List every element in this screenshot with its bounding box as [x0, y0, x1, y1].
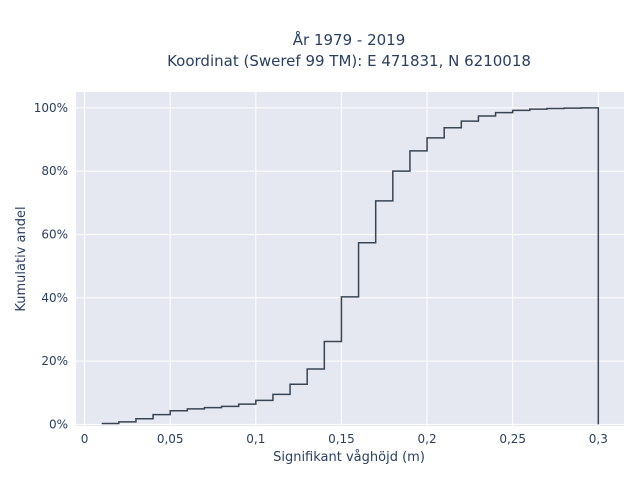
grid-lines: [76, 92, 624, 426]
chart-title-line1: År 1979 - 2019: [293, 30, 406, 49]
x-tick-label: 0,15: [328, 432, 355, 446]
x-tick-label: 0,25: [499, 432, 526, 446]
x-tick-label: 0,05: [157, 432, 184, 446]
x-axis-label: Signifikant våghöjd (m): [273, 450, 425, 465]
axis-ticks: 0 0,05 0,1 0,15 0,2 0,25 0,3 0% 20% 40% 60% 80% 100%: [34, 101, 608, 446]
y-tick-label: 40%: [41, 291, 68, 305]
plot-area: [76, 92, 624, 426]
x-tick-label: 0: [81, 432, 89, 446]
y-tick-label: 60%: [41, 227, 68, 241]
x-tick-label: 0,1: [246, 432, 265, 446]
y-axis-label: Kumulativ andel: [14, 206, 29, 311]
y-tick-label: 0%: [49, 417, 68, 431]
x-tick-label: 0,3: [589, 432, 608, 446]
y-tick-label: 80%: [41, 164, 68, 178]
y-tick-label: 100%: [34, 101, 68, 115]
y-tick-label: 20%: [41, 354, 68, 368]
chart-title-line2: Koordinat (Sweref 99 TM): E 471831, N 62…: [167, 52, 531, 70]
cumulative-step-line: [101, 107, 600, 425]
x-tick-label: 0,2: [418, 432, 437, 446]
